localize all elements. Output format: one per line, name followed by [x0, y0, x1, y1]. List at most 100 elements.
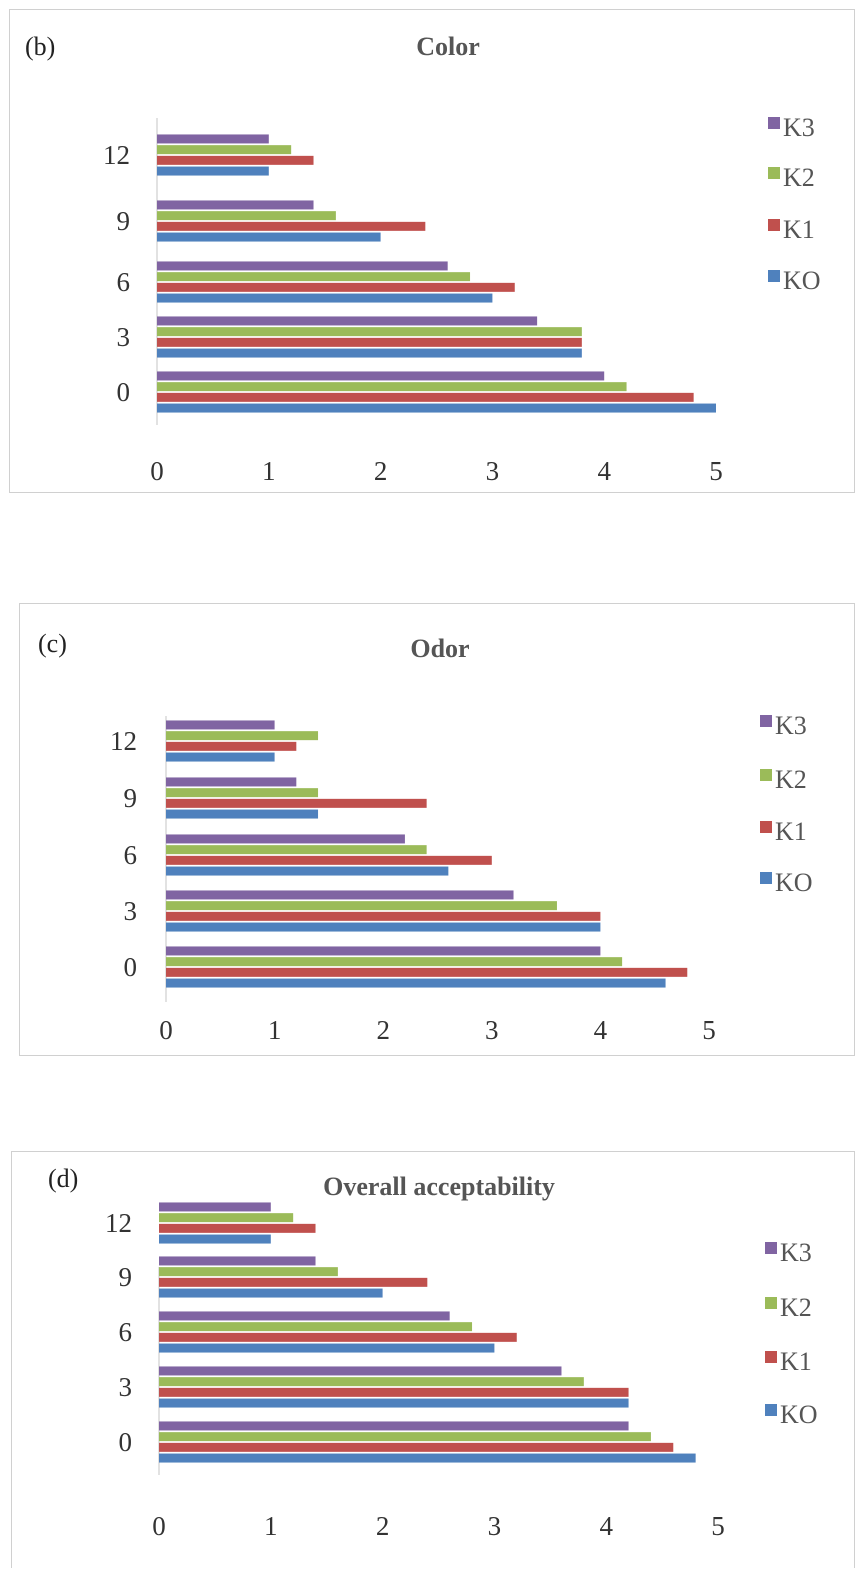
legend-swatch-k2 — [768, 167, 780, 179]
bar-ko-3 — [159, 1398, 629, 1408]
legend-label-k3: K3 — [780, 1238, 812, 1267]
y-tick-label: 9 — [117, 206, 131, 236]
bar-k1-9 — [166, 798, 427, 808]
y-tick-label: 9 — [119, 1262, 133, 1292]
bar-k3-3 — [166, 890, 514, 900]
legend-label-ko: KO — [783, 266, 821, 295]
bar-k1-9 — [157, 221, 426, 231]
bar-k3-12 — [157, 134, 269, 144]
y-tick-label: 12 — [110, 726, 137, 756]
legend-label-k2: K2 — [783, 163, 815, 192]
y-tick-label: 12 — [105, 1208, 132, 1238]
bar-k2-6 — [166, 845, 427, 855]
y-tick-label: 0 — [124, 952, 138, 982]
legend-label-k1: K1 — [783, 215, 815, 244]
bar-k1-0 — [157, 392, 694, 402]
y-tick-label: 3 — [117, 322, 131, 352]
x-tick-label: 5 — [711, 1511, 725, 1541]
y-tick-label: 0 — [119, 1427, 133, 1457]
bar-ko-3 — [166, 922, 601, 932]
legend-label-k1: K1 — [780, 1347, 812, 1376]
panel-label: (b) — [25, 32, 55, 61]
y-tick-label: 12 — [103, 140, 130, 170]
bar-ko-3 — [157, 348, 582, 358]
bar-k2-12 — [166, 731, 319, 741]
bar-k1-3 — [159, 1387, 629, 1397]
x-tick-label: 4 — [597, 456, 611, 486]
bar-k1-3 — [157, 337, 582, 347]
legend-label-k1: K1 — [775, 817, 807, 846]
bar-k3-9 — [166, 777, 297, 787]
y-tick-label: 6 — [117, 267, 131, 297]
x-tick-label: 3 — [488, 1511, 502, 1541]
bar-ko-0 — [159, 1453, 696, 1463]
legend-label-k2: K2 — [780, 1293, 812, 1322]
bar-k3-0 — [166, 946, 601, 956]
x-tick-label: 3 — [486, 456, 500, 486]
x-tick-label: 1 — [264, 1511, 278, 1541]
x-tick-label: 4 — [599, 1511, 613, 1541]
bar-k3-12 — [159, 1202, 271, 1212]
legend-swatch-k1 — [760, 821, 772, 833]
y-tick-label: 6 — [119, 1317, 133, 1347]
bar-k3-6 — [166, 834, 405, 844]
legend-swatch-ko — [765, 1404, 777, 1416]
bar-k2-9 — [157, 211, 336, 221]
bar-ko-12 — [166, 752, 275, 762]
panel-label: (d) — [48, 1164, 78, 1193]
legend-label-k2: K2 — [775, 765, 807, 794]
bar-k2-0 — [166, 957, 623, 967]
x-tick-label: 0 — [152, 1511, 166, 1541]
bar-k3-12 — [166, 720, 275, 730]
legend-label-ko: KO — [780, 1400, 818, 1429]
y-tick-label: 9 — [124, 783, 138, 813]
x-tick-label: 0 — [150, 456, 164, 486]
y-tick-label: 3 — [124, 896, 138, 926]
chart-panel-odor: (c) Odor 0 3 6 9 12 0 1 2 3 4 5 K3 K2 K1 KO — [19, 603, 855, 1056]
legend-swatch-k2 — [765, 1297, 777, 1309]
bar-k3-6 — [159, 1311, 450, 1321]
bar-k1-12 — [159, 1223, 316, 1233]
bar-k1-0 — [159, 1442, 674, 1452]
x-tick-label: 2 — [374, 456, 388, 486]
legend-swatch-ko — [760, 872, 772, 884]
bar-k3-0 — [157, 371, 605, 381]
x-tick-label: 2 — [376, 1015, 390, 1045]
x-tick-label: 5 — [702, 1015, 716, 1045]
bar-k3-9 — [157, 200, 314, 210]
bar-ko-0 — [166, 978, 666, 988]
x-tick-label: 1 — [262, 456, 276, 486]
bar-k2-3 — [166, 901, 557, 911]
legend-label-ko: KO — [775, 868, 813, 897]
legend-swatch-k3 — [760, 715, 772, 727]
bar-k1-0 — [166, 967, 688, 977]
legend-swatch-k3 — [768, 117, 780, 129]
bar-ko-6 — [159, 1343, 495, 1353]
bar-ko-6 — [166, 866, 449, 876]
chart-panel-overall-acceptability: (d) Overall acceptability 0 3 6 9 12 0 1 2 3 4 5 K3 K2… — [11, 1151, 855, 1568]
legend-label-k3: K3 — [783, 113, 815, 142]
x-tick-label: 4 — [594, 1015, 608, 1045]
bar-k3-0 — [159, 1421, 629, 1431]
bar-ko-12 — [159, 1234, 271, 1244]
bar-k1-6 — [159, 1332, 517, 1342]
chart-panel-color: (b) Color 0 3 6 9 12 0 1 2 3 4 5 K3 K2 K1 KO — [9, 9, 855, 493]
bar-k2-3 — [159, 1377, 584, 1387]
bar-k1-6 — [166, 855, 492, 865]
bar-ko-0 — [157, 403, 716, 413]
bar-ko-9 — [157, 232, 381, 242]
bar-k3-9 — [159, 1256, 316, 1266]
chart-title: Odor — [410, 634, 469, 663]
legend-swatch-ko — [768, 270, 780, 282]
chart-title: Color — [416, 32, 480, 61]
panel-label: (c) — [38, 629, 67, 658]
bar-ko-12 — [157, 166, 269, 176]
bar-k2-0 — [159, 1432, 651, 1442]
chart-title: Overall acceptability — [323, 1172, 555, 1201]
x-tick-label: 1 — [268, 1015, 282, 1045]
bar-k1-12 — [166, 741, 297, 751]
x-tick-label: 5 — [709, 456, 723, 486]
bar-ko-9 — [159, 1288, 383, 1298]
bar-ko-9 — [166, 809, 319, 819]
